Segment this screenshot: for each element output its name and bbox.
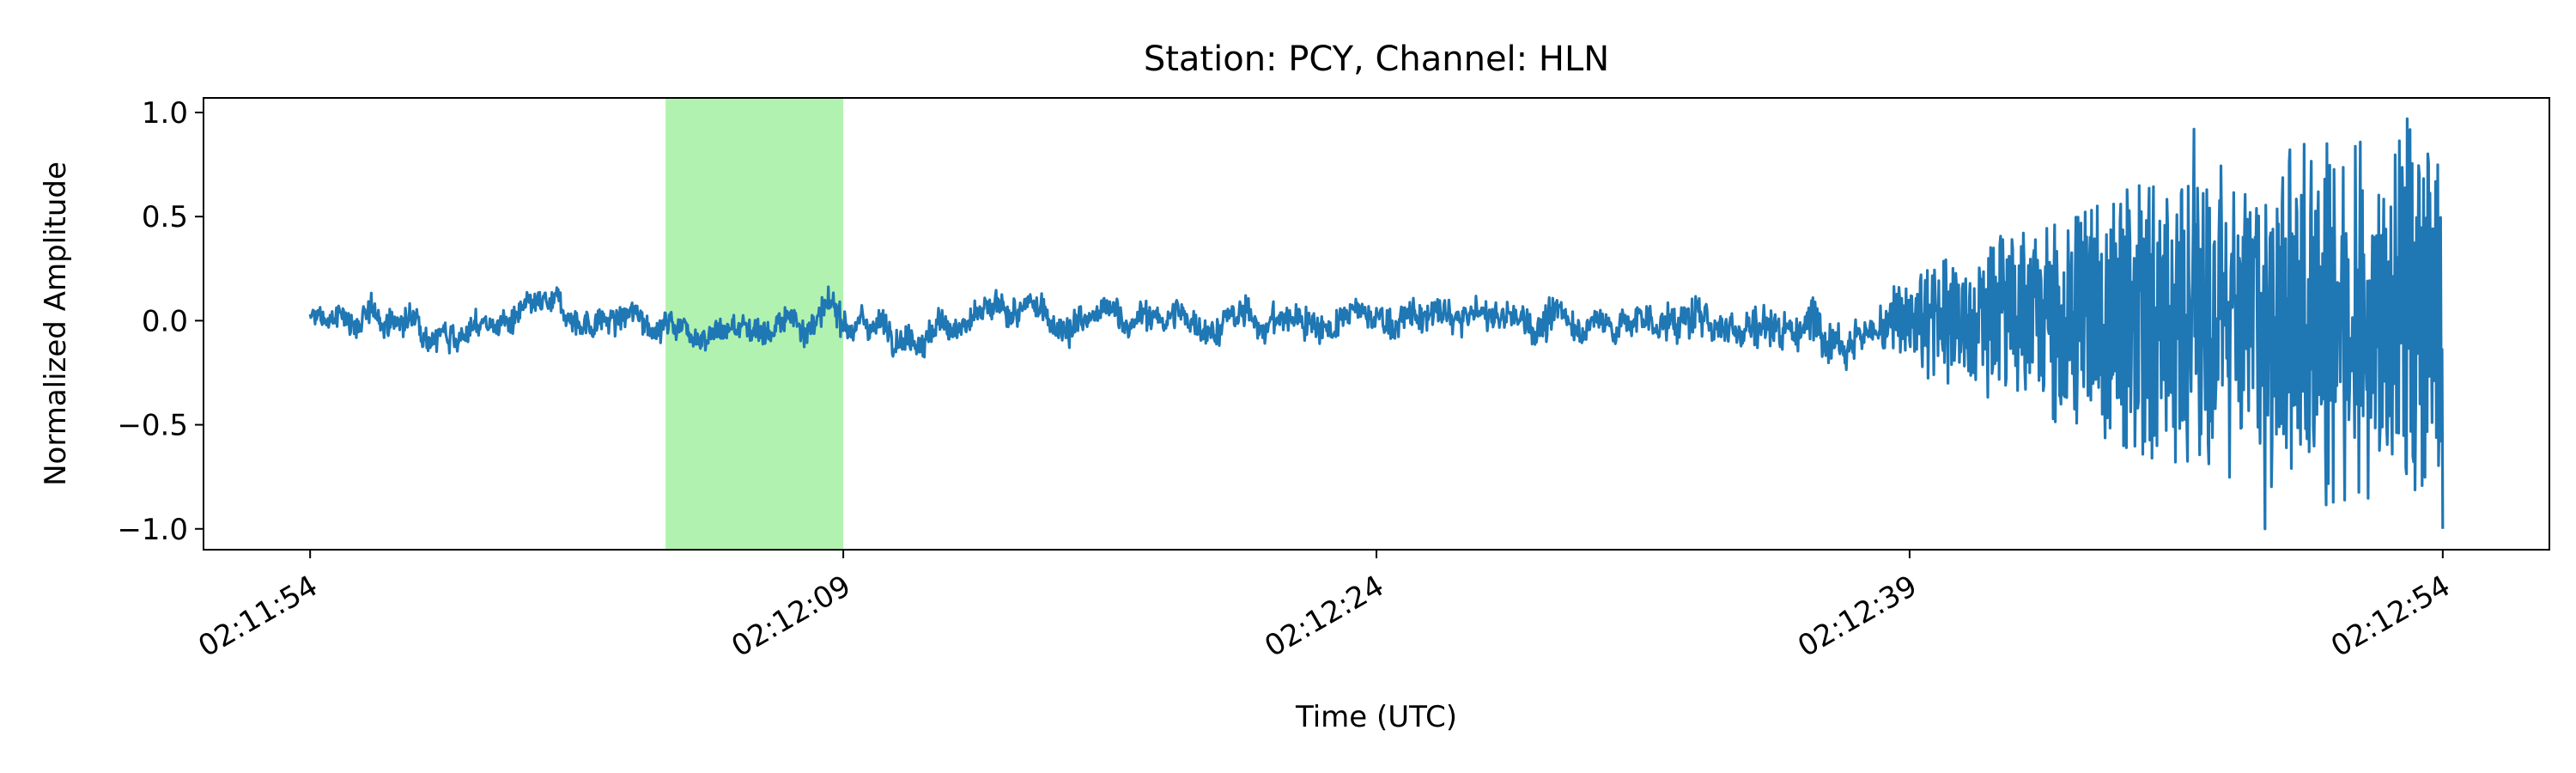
y-tick-label: 1.0 <box>142 96 188 131</box>
x-tick-label: 02:12:09 <box>726 569 856 664</box>
waveform-line <box>308 117 2445 531</box>
y-tick-label: −1.0 <box>117 513 188 547</box>
x-axis-label: Time (UTC) <box>1295 700 1457 734</box>
chart-title: Station: PCY, Channel: HLN <box>1144 40 1609 79</box>
y-axis-label: Normalized Amplitude <box>39 161 73 486</box>
x-tick-label: 02:12:24 <box>1259 569 1389 664</box>
y-tick-label: −0.5 <box>117 409 188 443</box>
y-tick-label: 0.5 <box>142 200 188 234</box>
y-tick-label: 0.0 <box>142 304 188 338</box>
x-tick-label: 02:11:54 <box>192 569 323 664</box>
x-tick-label: 02:12:54 <box>2325 569 2456 664</box>
x-tick-label: 02:12:39 <box>1792 569 1923 664</box>
plot-area <box>308 98 2445 550</box>
